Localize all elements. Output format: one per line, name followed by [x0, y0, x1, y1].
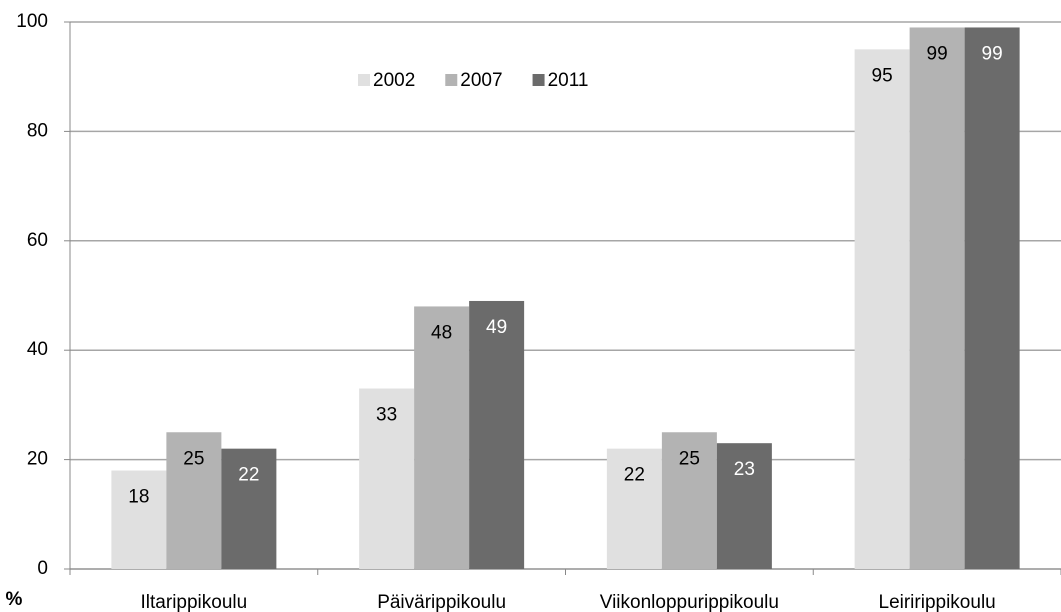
data-label: 25 — [679, 448, 700, 469]
bar — [661, 432, 717, 569]
data-label: 33 — [376, 405, 397, 426]
data-label: 25 — [183, 448, 204, 469]
legend-label: 2007 — [460, 70, 502, 91]
data-label: 23 — [734, 459, 755, 480]
x-tick-label: Iltarippikoulu — [141, 592, 248, 612]
legend-swatch — [532, 74, 545, 86]
bar — [469, 300, 525, 569]
y-tick-label: 80 — [27, 120, 48, 141]
data-label: 48 — [431, 322, 452, 343]
x-tick-label: Viikonloppurippikoulu — [600, 592, 779, 612]
data-label: 22 — [624, 465, 645, 486]
bar — [221, 448, 277, 569]
legend-swatch — [445, 74, 458, 86]
bar — [964, 27, 1020, 570]
y-tick-label: 40 — [27, 339, 48, 360]
bar — [414, 306, 470, 569]
bar — [111, 470, 167, 569]
legend-label: 2002 — [373, 70, 415, 91]
x-tick-label: Päivärippikoulu — [377, 592, 506, 612]
bar — [716, 443, 772, 569]
bar — [606, 448, 662, 569]
y-tick-label: 20 — [27, 449, 48, 470]
bar — [359, 388, 415, 569]
legend-swatch — [358, 74, 370, 86]
data-label: 95 — [872, 65, 893, 86]
bar — [854, 49, 910, 570]
data-label: 22 — [238, 465, 259, 486]
y-tick-label: 0 — [37, 558, 48, 579]
y-axis-label: % — [6, 589, 23, 610]
legend-label: 2011 — [548, 70, 589, 91]
bar — [166, 432, 222, 569]
x-tick-label: Leiririppikoulu — [879, 592, 996, 612]
data-label: 18 — [128, 487, 149, 508]
y-tick-label: 60 — [27, 230, 48, 251]
bar — [909, 27, 965, 570]
data-label: 99 — [982, 43, 1003, 64]
y-tick-label: 100 — [16, 11, 48, 32]
data-label: 49 — [486, 317, 507, 338]
data-label: 99 — [927, 43, 948, 64]
